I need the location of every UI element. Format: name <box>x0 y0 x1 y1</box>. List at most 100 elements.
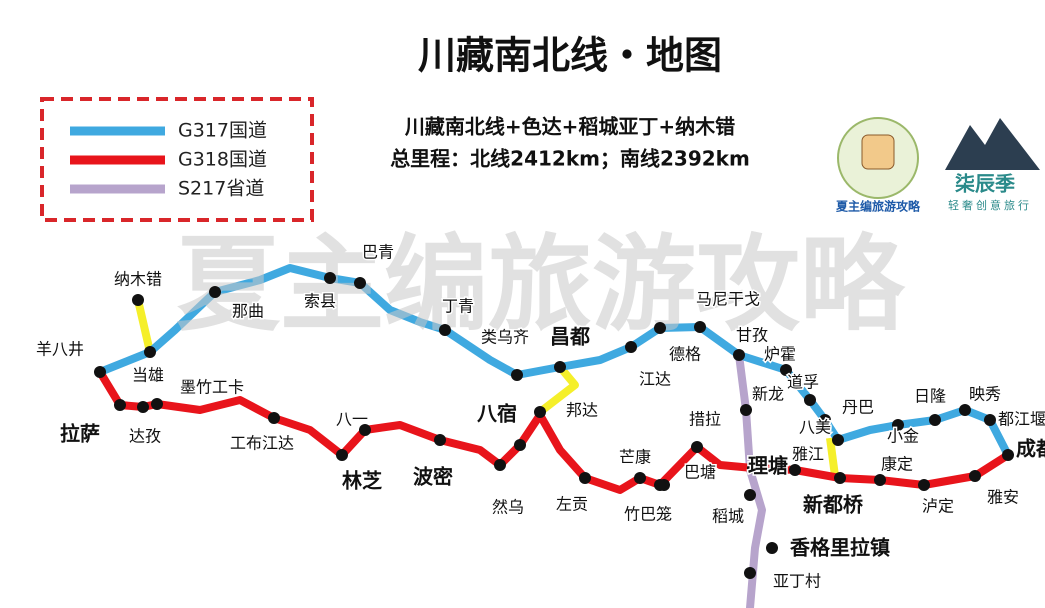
place-label: 香格里拉镇 <box>790 536 890 560</box>
place-dot <box>439 324 451 336</box>
place-label: 新龙 <box>752 385 784 404</box>
connector-route <box>134 299 154 353</box>
place-label: 雅安 <box>987 488 1019 507</box>
place-dot <box>929 414 941 426</box>
place-label: 亚丁村 <box>773 572 821 591</box>
place-dot <box>744 489 756 501</box>
place-dot <box>766 542 778 554</box>
place-label: 达孜 <box>129 427 161 446</box>
place-label: 拉萨 <box>60 422 100 446</box>
place-dot <box>691 441 703 453</box>
place-label: 巴塘 <box>684 463 716 482</box>
place-label: 然乌 <box>492 498 524 517</box>
logo-1: 夏主编旅游攻略 <box>836 117 921 214</box>
place-label: 映秀 <box>969 385 1001 404</box>
distance: 总里程：北线2412km；南线2392km <box>390 147 750 171</box>
place-label: 泸定 <box>922 497 954 516</box>
place-dot <box>984 414 996 426</box>
legend-label: G317国道 <box>178 120 267 142</box>
place-label: 理塘 <box>748 454 788 478</box>
route <box>735 351 766 608</box>
place-dot <box>654 479 666 491</box>
place-dot <box>740 404 752 416</box>
place-dot <box>744 567 756 579</box>
place-dot <box>268 412 280 424</box>
place-label: 波密 <box>413 465 453 489</box>
place-label: 邦达 <box>566 401 598 420</box>
place-dot <box>354 277 366 289</box>
place-dot <box>780 364 792 376</box>
route <box>96 264 1012 459</box>
place-dot <box>434 434 446 446</box>
place-dot <box>654 322 666 334</box>
place-dot <box>694 321 706 333</box>
place-dot <box>625 341 637 353</box>
place-label: 林芝 <box>342 469 382 493</box>
connector-route <box>537 364 579 416</box>
logo-text: 柒辰季 <box>955 172 1015 196</box>
place-dot <box>789 464 801 476</box>
place-label: 道孚 <box>787 373 819 392</box>
place-dot <box>144 346 156 358</box>
legend-label: S217省道 <box>178 178 264 200</box>
place-label: 德格 <box>669 345 701 364</box>
place-dot <box>804 394 816 406</box>
place-label: 竹巴笼 <box>624 505 672 524</box>
logo-tagline: 轻奢创意旅行 <box>948 198 1032 212</box>
legend-label: G318国道 <box>178 149 267 171</box>
place-label: 芒康 <box>619 448 651 467</box>
place-dot <box>733 349 745 361</box>
place-label: 墨竹工卡 <box>180 378 244 397</box>
place-label: 都江堰 <box>998 410 1045 429</box>
place-dot <box>959 404 971 416</box>
place-label: 八宿 <box>477 402 517 426</box>
place-dot <box>514 439 526 451</box>
place-dot <box>634 472 646 484</box>
place-label: 成都 <box>1016 437 1045 461</box>
place-label: 江达 <box>639 370 671 389</box>
place-dot <box>892 419 904 431</box>
place-label: 工布江达 <box>230 434 294 453</box>
place-label: 雅江 <box>792 445 824 464</box>
place-dot <box>874 474 886 486</box>
logo-2: 柒辰季 轻奢创意旅行 <box>945 118 1040 212</box>
place-dot <box>1002 449 1014 461</box>
subtitle: 川藏南北线+色达+稻城亚丁+纳木错 <box>404 115 735 139</box>
place-label: 昌都 <box>550 325 590 349</box>
place-label: 炉霍 <box>764 345 796 364</box>
place-label: 那曲 <box>232 302 264 321</box>
connector-route <box>826 437 839 477</box>
watermark: 夏主编旅游攻略 <box>176 223 906 345</box>
place-dot <box>534 406 546 418</box>
place-dot <box>114 399 126 411</box>
place-label: 日隆 <box>914 387 946 406</box>
place-dot <box>494 459 506 471</box>
place-label: 措拉 <box>689 410 721 429</box>
place-dot <box>554 361 566 373</box>
place-label: 纳木错 <box>114 270 162 289</box>
place-label: 新都桥 <box>803 493 864 517</box>
place-label: 丹巴 <box>842 398 874 417</box>
place-dot <box>969 470 981 482</box>
place-label: 康定 <box>881 455 913 474</box>
place-dot <box>132 294 144 306</box>
place-label: 左贡 <box>556 495 588 514</box>
place-label: 索县 <box>304 292 336 311</box>
place-label: 当雄 <box>132 366 164 385</box>
place-dot <box>336 449 348 461</box>
place-dot <box>819 414 831 426</box>
place-dot <box>747 462 759 474</box>
place-dot <box>832 434 844 446</box>
place-dot <box>834 472 846 484</box>
logo-text: 夏主编旅游攻略 <box>836 199 921 214</box>
title: 川藏南北线・地图 <box>418 34 722 78</box>
place-label: 类乌齐 <box>481 328 529 347</box>
logo-icon <box>861 134 895 170</box>
place-label: 羊八井 <box>36 340 84 359</box>
place-label: 甘孜 <box>736 326 768 345</box>
place-dot <box>918 479 930 491</box>
place-label: 稻城 <box>712 507 744 526</box>
place-label: 小金 <box>887 427 919 446</box>
